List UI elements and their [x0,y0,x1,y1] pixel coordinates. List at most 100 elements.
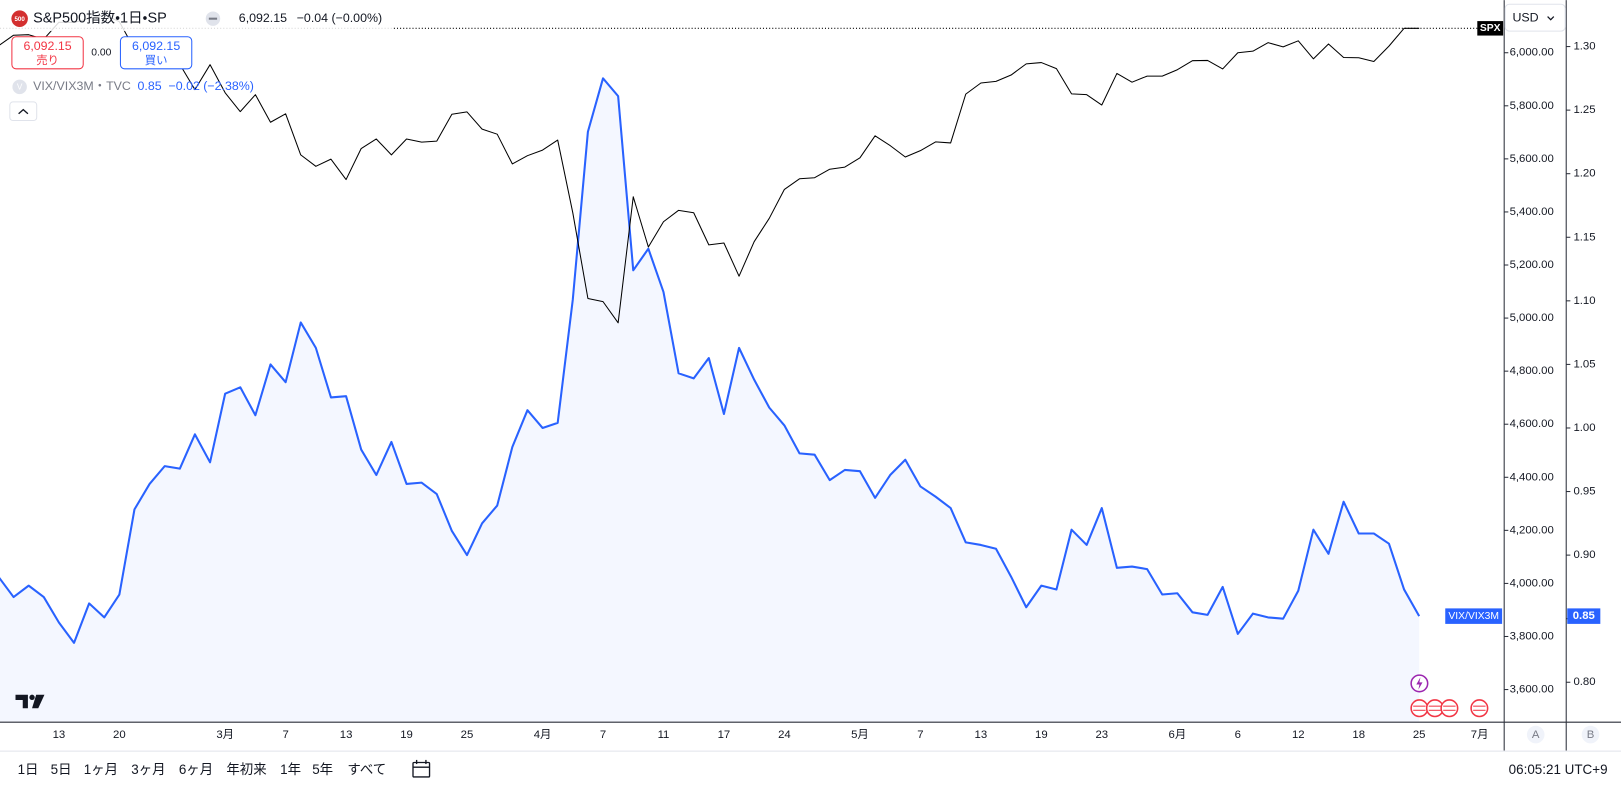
y2-tick-label: 1.20 [1573,168,1595,180]
series-tag-label: VIX/VIX3M [1448,611,1499,622]
range-button[interactable]: 6ヶ月 [179,762,213,777]
x-tick-label: 7 [282,729,288,741]
symbol-icon-text: 500 [14,16,25,23]
sell-label: 売り [36,54,59,67]
buy-button[interactable] [119,36,193,70]
overlay-change: −0.02 (−2.38%) [169,79,254,93]
x-tick-label: 24 [778,729,791,741]
range-button[interactable]: 年初来 [226,762,266,777]
range-button[interactable]: 5年 [312,762,333,777]
sell-button[interactable] [11,36,84,70]
x-tick-label: 25 [1413,729,1426,741]
x-tick-label: 7月 [1471,729,1489,741]
scale-a-button[interactable] [1526,725,1545,744]
range-button[interactable]: 1日 [18,762,39,777]
y-tick-label: 3,600.00 [1510,684,1554,696]
y2-tick-label: 1.00 [1573,422,1595,434]
logo [15,694,45,709]
legend-bg [0,6,393,32]
x-tick-label: 17 [718,729,731,741]
y-tick-label: 3,800.00 [1510,630,1554,642]
series-line [0,77,1421,644]
axes: 3,600.00 3,800.00 4,000.00 4,200.00 4,400.00… [53,21,1601,741]
x-tick-label: 7 [917,729,923,741]
x-tick-label: 19 [400,729,413,741]
x-tick-label: 4月 [534,729,552,741]
currency-button[interactable] [1504,3,1566,32]
x-tick-label: 25 [461,729,474,741]
x-tick-label: 5月 [851,729,869,741]
y2-tick-label: 1.30 [1573,41,1595,53]
last-value-tag [1567,608,1601,624]
x-tick-label: 23 [1095,729,1108,741]
overlay-last: 0.85 [137,79,161,93]
spread: 0.00 [91,48,111,59]
symbol-tag-label: SPX [1480,23,1501,34]
y-tick-label: 5,600.00 [1510,153,1554,165]
y-tick-label: 5,800.00 [1510,100,1554,112]
range-button[interactable]: すべて [347,762,386,777]
scale-b: B [1587,729,1595,741]
x-tick-label: 19 [1035,729,1048,741]
buy-price: 6,092.15 [132,39,180,53]
buy-label: 買い [145,54,168,67]
symbol-title[interactable]: S&P500指数・1日・SP [33,10,167,27]
symbol-tag [1477,21,1504,36]
y-tick-label: 4,200.00 [1510,524,1554,536]
y-tick-label: 4,000.00 [1510,577,1554,589]
x-tick-label: 13 [53,729,66,741]
series-tag [1445,608,1503,624]
x-tick-label: 3月 [216,729,234,741]
sell-price: 6,092.15 [23,39,71,53]
x-tick-label: 13 [975,729,988,741]
y-tick-label: 5,000.00 [1510,312,1554,324]
y-tick-label: 5,400.00 [1510,206,1554,218]
overlay-icon-text: V [17,83,23,92]
x-tick-label: 7 [600,729,606,741]
clock[interactable]: 06:05:21 UTC+9 [1509,762,1608,777]
range-button[interactable]: 3ヶ月 [131,762,165,777]
price-change: −0.04 (−0.00%) [297,11,382,25]
x-tick-label: 6月 [1169,729,1187,741]
y2-tick-label: 1.05 [1573,358,1595,370]
overlay-icon [12,79,27,95]
collapse-icon [18,108,29,115]
y-tick-label: 4,600.00 [1510,418,1554,430]
x-tick-label: 18 [1352,729,1365,741]
overlay-title[interactable]: VIX/VIX3M・TVC [33,79,131,93]
x-tick-label: 13 [340,729,353,741]
legend: 500 S&P500指数・1日・SP 6,092.15 −0.04 (−0.00… [0,6,393,122]
collapse-button[interactable] [9,101,38,122]
currency-label: USD [1512,10,1538,24]
symbol-icon [11,10,28,27]
last-value-label: 0.85 [1573,610,1595,622]
y2-tick-label: 0.90 [1573,549,1595,561]
series-line [0,14,1420,324]
y-tick-label: 4,400.00 [1510,471,1554,483]
calendar-button[interactable] [412,759,431,778]
range-button[interactable]: 5日 [51,762,72,777]
scale-b-button[interactable] [1581,725,1600,744]
x-tick-label: 12 [1292,729,1305,741]
x-tick-label: 6 [1235,729,1241,741]
event-icons [1410,674,1489,718]
plot-area [0,14,1505,722]
scale-a: A [1532,729,1540,741]
y-tick-label: 5,200.00 [1510,259,1554,271]
y2-tick-label: 1.10 [1573,295,1595,307]
x-tick-label: 11 [658,729,670,741]
range-button[interactable]: 1年 [280,762,301,777]
toolbar: 06:05:21 UTC+9 1日 5日 1ヶ月 3ヶ月 6ヶ月 年初来 1年 5年 すべて [18,759,1608,778]
y2-tick-label: 0.80 [1573,676,1595,688]
x-tick-label: 20 [113,729,126,741]
currency-chevron [1547,16,1555,21]
y2-tick-label: 0.95 [1573,486,1595,498]
range-button[interactable]: 1ヶ月 [84,762,118,777]
y2-tick-label: 1.25 [1573,104,1595,116]
last-price: 6,092.15 [239,11,287,25]
y-tick-label: 6,000.00 [1510,47,1554,59]
y-tick-label: 4,800.00 [1510,365,1554,377]
